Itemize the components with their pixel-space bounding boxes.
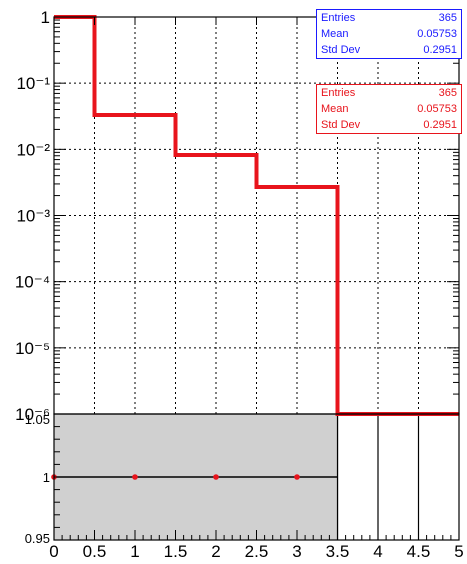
stats-label: Mean: [321, 28, 349, 40]
x-tick-label: 3.5: [326, 542, 350, 561]
x-tick-label: 1: [130, 542, 139, 561]
histogram-series: [54, 15, 459, 416]
top-y-tick-label: 1: [41, 8, 50, 27]
stats-row-mean: Mean 0.05753: [317, 26, 461, 42]
stats-row-mean: Mean 0.05753: [317, 101, 461, 117]
stats-box-red: Entries 365 Mean 0.05753 Std Dev 0.2951: [316, 84, 462, 134]
top-y-tick-label: 10⁻¹: [16, 74, 50, 93]
x-tick-label: 0.5: [83, 542, 107, 561]
top-y-tick-label: 10⁻⁴: [15, 273, 50, 292]
stats-row-std-dev: Std Dev 0.2951: [317, 42, 461, 58]
ratio-point: [213, 474, 219, 480]
stats-value: 0.2951: [423, 119, 457, 131]
ratio-y-tick-label: 1.05: [25, 412, 50, 427]
ratio-y-tick-label: 1: [43, 470, 50, 485]
top-y-tick-label: 10⁻⁵: [15, 339, 50, 358]
ratio-point: [294, 474, 300, 480]
histogram-step-line: [54, 15, 459, 416]
x-tick-label: 3: [292, 542, 301, 561]
x-tick-labels: 0 0.5 1 1.5 2 2.5 3 3.5 4 4.5 5: [49, 542, 463, 561]
stats-label: Std Dev: [321, 44, 361, 56]
x-tick-label: 4.5: [407, 542, 431, 561]
x-tick-label: 5: [454, 542, 463, 561]
top-y-tick-label: 10⁻³: [16, 207, 50, 226]
stats-box-blue: Entries 365 Mean 0.05753 Std Dev 0.2951: [316, 9, 462, 59]
stats-row-std-dev: Std Dev 0.2951: [317, 117, 461, 133]
ratio-y-tick-labels: 0.95 1 1.05: [25, 412, 50, 546]
top-panel-grid: [54, 17, 459, 414]
stats-value: 0.05753: [417, 28, 457, 40]
stats-label: Mean: [321, 103, 349, 115]
stats-value: 365: [438, 87, 457, 99]
stats-value: 0.2951: [423, 44, 457, 56]
top-y-tick-label: 10⁻²: [16, 140, 50, 159]
stats-row-entries: Entries 365: [317, 10, 461, 26]
stats-value: 0.05753: [417, 103, 457, 115]
ratio-points: [51, 474, 300, 480]
stats-label: Std Dev: [321, 119, 361, 131]
stats-value: 365: [438, 12, 457, 24]
stats-label: Entries: [321, 12, 356, 24]
x-tick-label: 2.5: [245, 542, 269, 561]
ratio-point: [132, 474, 138, 480]
x-tick-label: 2: [211, 542, 220, 561]
x-tick-label: 0: [49, 542, 58, 561]
x-tick-label: 4: [373, 542, 382, 561]
stats-label: Entries: [321, 87, 356, 99]
ratio-y-tick-label: 0.95: [25, 531, 50, 546]
top-y-tick-label: 10⁻⁶: [15, 405, 50, 424]
stats-row-entries: Entries 365: [317, 85, 461, 101]
top-y-tick-labels: 1 10⁻¹ 10⁻² 10⁻³ 10⁻⁴ 10⁻⁵ 10⁻⁶: [15, 8, 51, 424]
ratio-line: [54, 414, 339, 540]
x-tick-label: 1.5: [164, 542, 188, 561]
